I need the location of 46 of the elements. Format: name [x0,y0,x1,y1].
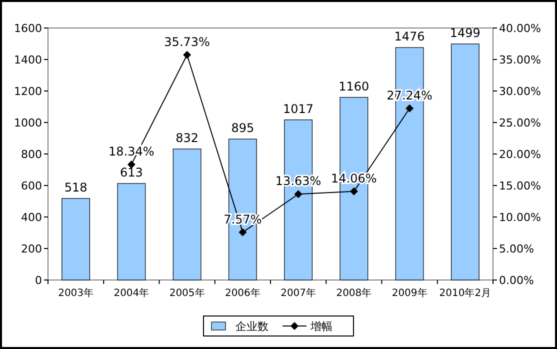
x-tick-label: 2010年2月 [439,287,492,299]
bar [450,44,480,280]
y2-tick-label: 25.00% [499,116,541,130]
y2-tick-label: 40.00% [499,22,541,35]
data-label: 1017 [283,102,314,116]
x-tick-label: 2009年 [392,287,428,299]
data-label: 895 [231,121,254,136]
x-tick-label: 2008年 [336,287,372,299]
point [238,228,247,236]
x-tick-label: 2007年 [280,287,316,299]
y2-tick-label: 30.00% [499,85,541,98]
bar [62,198,90,280]
data-label: 832 [176,130,199,145]
y-tick-label: 800 [21,148,42,161]
data-label: 1476 [394,30,425,44]
y-tick-label: 400 [21,211,42,224]
y-tick-label: 1200 [14,85,42,98]
y-tick-label: 0 [35,274,42,287]
x-tick-label: 2005年 [169,287,205,299]
bar [117,183,146,280]
x-tick-label: 2003年 [58,287,94,299]
data-label: 35.73% [164,34,210,49]
point [350,187,358,196]
y2-tick-label: 35.00% [499,54,541,66]
y2-tick-label: 10.00% [499,211,541,224]
y-tick-label: 200 [21,242,42,256]
y-tick-label: 1400 [14,54,42,66]
data-label: 613 [120,165,143,180]
legend-label: 增幅 [310,320,332,333]
y2-tick-label: 20.00% [499,148,541,161]
point [183,50,192,59]
x-tick-label: 2006年 [224,287,260,299]
data-label: 1160 [338,79,370,94]
point [294,190,302,198]
data-label: 1499 [450,26,480,40]
x-tick-label: 2004年 [114,287,150,299]
y2-tick-label: 15.00% [499,180,541,192]
data-label: 518 [64,180,88,194]
bar [172,148,202,280]
y2-tick-label: 0.00% [499,274,534,287]
legend-label: 企业数 [236,320,268,333]
y2-tick-label: 5.00% [499,242,534,256]
y-tick-label: 1000 [14,116,42,130]
y-tick-label: 600 [21,180,42,192]
y-tick-label: 1600 [14,22,42,35]
point [406,104,414,112]
